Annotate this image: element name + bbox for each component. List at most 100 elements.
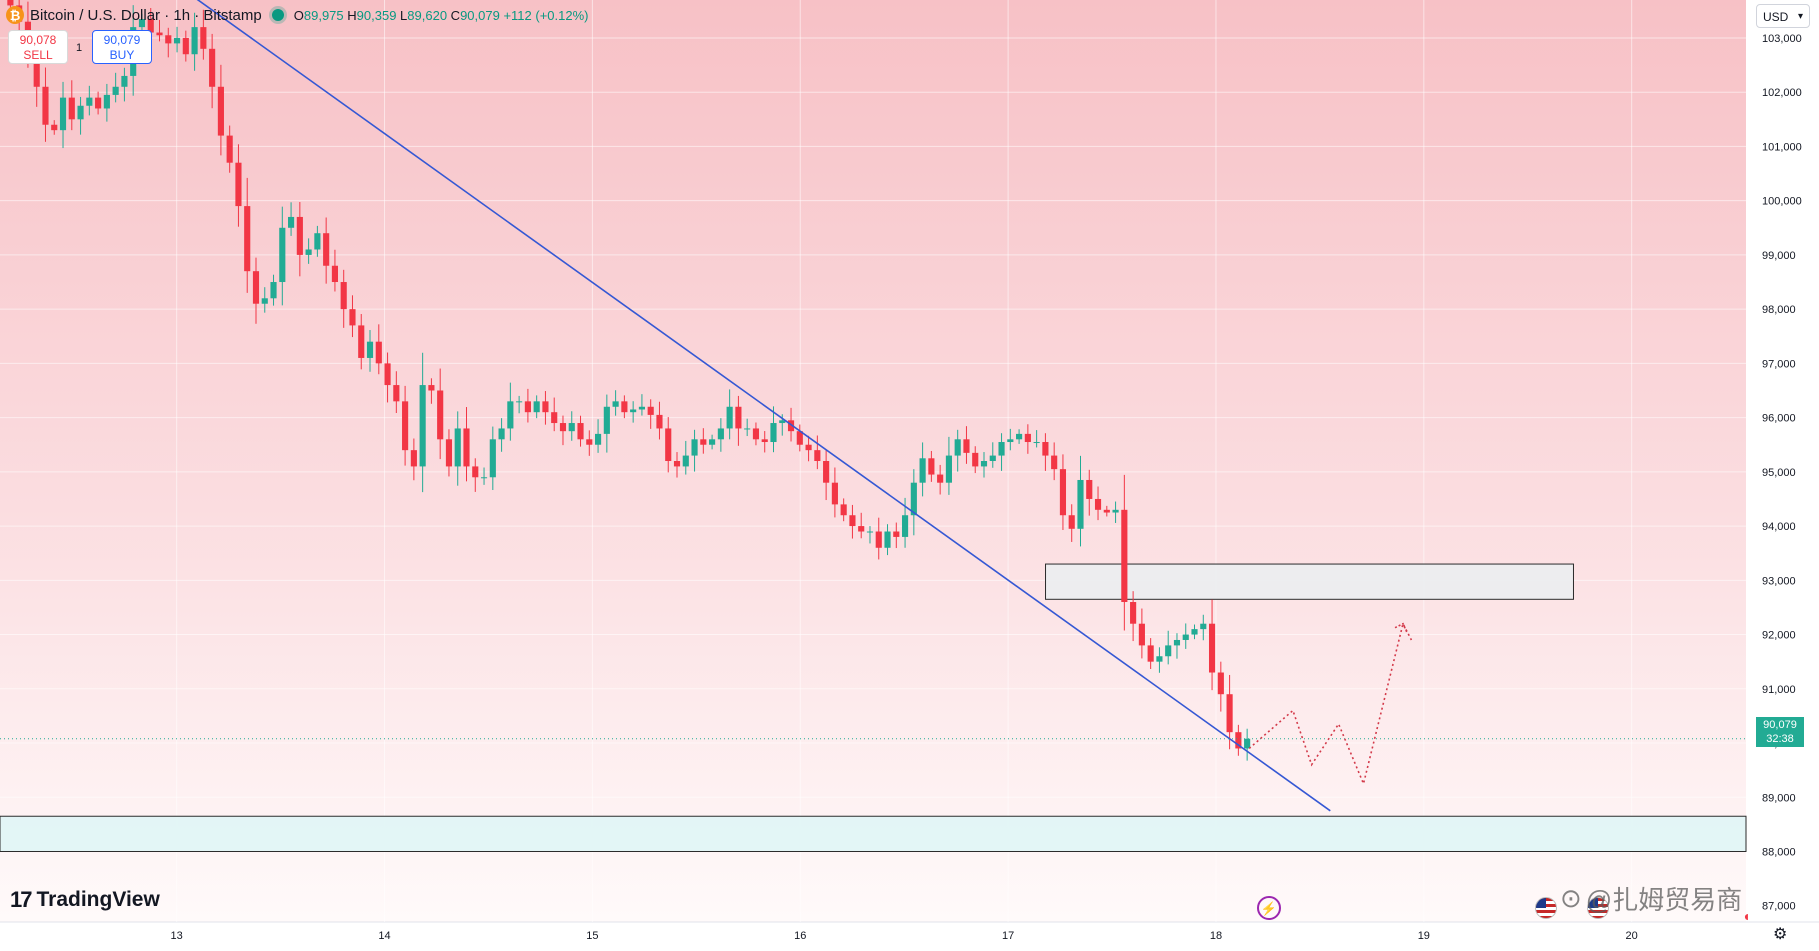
candle-body — [840, 504, 847, 516]
candle-body — [1130, 602, 1137, 624]
tradingview-logo[interactable]: 17 TradingView — [10, 887, 160, 913]
candle-body — [393, 385, 400, 402]
time-axis: 13 14 15 16 17 18 19 20 — [171, 930, 1638, 942]
sell-button[interactable]: 90,078 SELL — [8, 30, 68, 64]
candle-body — [7, 0, 14, 6]
candle-body — [226, 135, 233, 163]
projection-arrow-icon — [1394, 622, 1408, 634]
us-flag-icon[interactable] — [1587, 897, 1609, 919]
candle-body — [1147, 645, 1154, 662]
candle-body — [410, 450, 417, 467]
gear-icon[interactable]: ⚙ — [1773, 926, 1788, 943]
candle-body — [279, 227, 286, 283]
y-tick-label: 92,000 — [1762, 630, 1796, 642]
candle-body — [1103, 509, 1110, 513]
candle-body — [252, 271, 260, 304]
candle-body — [603, 406, 610, 434]
candle-body — [437, 390, 444, 440]
trendline — [196, 0, 1331, 812]
candle-body — [340, 282, 347, 310]
candle-body — [849, 515, 856, 527]
candle-body — [1068, 515, 1075, 529]
y-tick-label: 93,000 — [1762, 575, 1796, 587]
candle-body — [989, 455, 996, 461]
candle-body — [831, 482, 838, 505]
candle-body — [1165, 645, 1172, 657]
candle-body — [138, 18, 146, 28]
x-tick-label: 13 — [171, 930, 183, 942]
candle-body — [235, 162, 242, 207]
sell-price: 90,078 — [19, 33, 57, 47]
price-axis: 88,00089,00090,00091,00092,00093,00094,0… — [1762, 33, 1802, 913]
candle-body — [884, 531, 891, 548]
event-marker-icon[interactable]: ◖ — [1742, 908, 1751, 924]
bar-countdown: 32:38 — [1766, 733, 1794, 745]
x-tick-label: 16 — [794, 930, 806, 942]
y-tick-label: 99,000 — [1762, 250, 1796, 262]
candle-body — [673, 461, 681, 467]
symbol-title[interactable]: Bitcoin / U.S. Dollar · 1h · Bitstamp — [30, 6, 262, 24]
candle-body — [1226, 694, 1233, 733]
candle-body — [419, 385, 426, 467]
candle-body — [1042, 442, 1049, 456]
candle-body — [735, 406, 742, 429]
candle-body — [191, 27, 198, 55]
x-tick-label: 19 — [1418, 930, 1430, 942]
candle-body — [726, 406, 733, 429]
y-tick-label: 97,000 — [1762, 358, 1796, 370]
change-value: +112 (+0.12%) — [503, 7, 589, 23]
candle-body — [770, 423, 777, 443]
candle-body — [594, 433, 602, 445]
candle-body — [524, 401, 531, 413]
candle-body — [1191, 629, 1198, 635]
y-tick-label: 98,000 — [1762, 304, 1796, 316]
candle-body — [928, 458, 935, 475]
currency-label: USD — [1763, 10, 1789, 24]
candle-body — [691, 439, 698, 456]
x-tick-label: 14 — [378, 930, 390, 942]
candle-body — [349, 309, 356, 326]
candle-body — [270, 282, 277, 299]
y-tick-label: 88,000 — [1762, 846, 1796, 858]
y-tick-label: 94,000 — [1762, 521, 1796, 533]
candle-body — [498, 428, 505, 440]
candle-body — [559, 423, 567, 432]
watermark-text: @扎姆贸易商 — [1585, 885, 1743, 915]
candle-body — [972, 452, 979, 467]
candle-body — [1200, 623, 1207, 630]
candle-body — [147, 18, 154, 33]
last-price-value: 90,079 — [1763, 719, 1797, 731]
price-scale-background — [1746, 0, 1819, 922]
candle-body — [858, 526, 865, 532]
candle-body — [787, 420, 795, 432]
candle-body — [1016, 433, 1023, 440]
candle-body — [182, 37, 189, 55]
candle-body — [428, 385, 435, 391]
candle-body — [472, 466, 479, 478]
close-value: 90,079 — [460, 7, 500, 23]
candle-body — [165, 35, 172, 44]
high-value: 90,359 — [356, 7, 397, 23]
currency-select[interactable]: USD ▾ — [1756, 4, 1810, 28]
candle-body — [480, 477, 488, 479]
us-flag-icon[interactable] — [1535, 897, 1557, 919]
candle-body — [516, 401, 523, 403]
x-tick-label: 15 — [586, 930, 598, 942]
candle-body — [568, 423, 575, 432]
candle-body — [1121, 509, 1128, 603]
candle-body — [103, 94, 110, 109]
y-tick-label: 95,000 — [1762, 467, 1796, 479]
candle-body — [33, 54, 40, 87]
candle-body — [209, 48, 216, 87]
candle-body — [1051, 455, 1058, 470]
buy-button[interactable]: 90,079 BUY — [92, 30, 152, 64]
candle-body — [77, 105, 84, 120]
y-tick-label: 101,000 — [1762, 141, 1802, 153]
watermark: ⊙ @扎姆贸易商 — [1560, 880, 1742, 917]
x-tick-label: 17 — [1002, 930, 1014, 942]
events-icon[interactable]: ⚡ — [1257, 896, 1281, 920]
candle-body — [612, 401, 619, 407]
candle-body — [200, 27, 207, 49]
candle-body — [1208, 623, 1216, 673]
